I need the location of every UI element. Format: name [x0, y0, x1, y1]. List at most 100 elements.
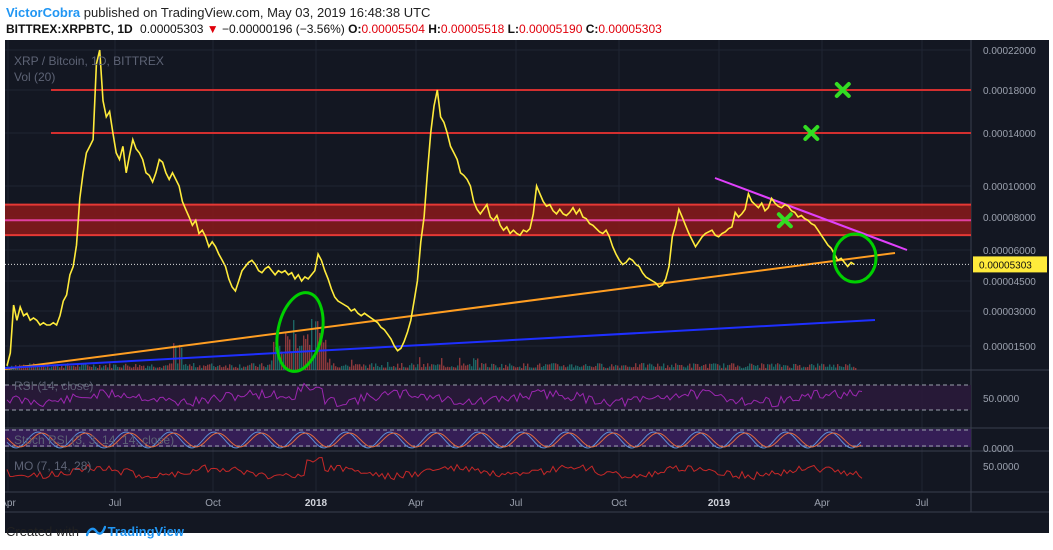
tradingview-brand-link[interactable]: TradingView [107, 524, 184, 539]
volume-bar [229, 364, 231, 370]
volume-bar [117, 366, 119, 370]
volume-bar [241, 367, 243, 370]
volume-bar [167, 365, 169, 370]
volume-bar [769, 364, 771, 370]
volume-bar [609, 366, 611, 370]
volume-bar [355, 364, 357, 370]
volume-bar [555, 363, 557, 370]
volume-bar [455, 367, 457, 370]
volume-bar [685, 367, 687, 370]
volume-bar [687, 365, 689, 370]
volume-bar [449, 367, 451, 370]
volume-bar [75, 366, 77, 370]
volume-bar [357, 364, 359, 370]
volume-bar [343, 365, 345, 370]
volume-bar [157, 367, 159, 370]
x-tick-label: 2018 [305, 498, 328, 509]
volume-bar [203, 365, 205, 370]
price-chart[interactable]: 0.00022000 0.00018000 0.00014000 0.00010000… [0, 40, 1049, 533]
volume-bar [109, 363, 111, 370]
volume-bar [391, 366, 393, 370]
volume-bar [221, 367, 223, 370]
volume-bar [99, 365, 101, 370]
volume-bar [571, 364, 573, 370]
volume-bar [801, 367, 803, 370]
volume-bar [819, 365, 821, 370]
chart-panel[interactable]: 0.00022000 0.00018000 0.00014000 0.00010000… [0, 40, 1049, 533]
volume-bar [139, 364, 141, 370]
volume-bar [451, 366, 453, 370]
volume-bar [95, 366, 97, 370]
volume-bar [585, 364, 587, 370]
volume-bar [541, 367, 543, 370]
volume-bar [781, 366, 783, 370]
volume-bar [843, 367, 845, 370]
volume-bar [331, 365, 333, 370]
volume-bar [315, 321, 317, 370]
volume-bar [353, 365, 355, 370]
volume-bar [457, 365, 459, 370]
chart-title: XRP / Bitcoin, 1D, BITTREX [14, 54, 164, 68]
volume-bar [165, 365, 167, 370]
volume-bar [629, 366, 631, 370]
volume-bar [701, 365, 703, 370]
volume-bar [105, 365, 107, 370]
rsi-band [5, 385, 971, 410]
volume-bar [649, 363, 651, 370]
volume-bar [259, 364, 261, 370]
volume-bar [103, 365, 105, 370]
volume-bar [783, 365, 785, 370]
volume-bar [479, 367, 481, 370]
volume-bar [413, 364, 415, 370]
volume-bar [553, 363, 555, 370]
volume-bar [735, 366, 737, 370]
volume-bar [567, 366, 569, 370]
volume-bar [147, 365, 149, 370]
open-value: 0.00005504 [361, 22, 425, 36]
volume-bar [757, 365, 759, 370]
volume-bar [565, 367, 567, 370]
symbol-label: BITTREX:XRPBTC, 1D [6, 22, 133, 36]
volume-bar [59, 367, 61, 370]
volume-bar [363, 364, 365, 370]
volume-bar [673, 367, 675, 370]
volume-bar [855, 367, 857, 370]
volume-bar [253, 363, 255, 370]
volume-bar [847, 365, 849, 370]
volume-bar [747, 366, 749, 370]
volume-bar [525, 365, 527, 370]
volume-bar [217, 365, 219, 370]
volume-bar [599, 363, 601, 370]
volume-bar [751, 363, 753, 370]
volume-bar [767, 364, 769, 370]
volume-bar [473, 358, 475, 370]
author-link[interactable]: VictorCobra [6, 5, 81, 20]
volume-bar [823, 364, 825, 370]
volume-bar [387, 361, 389, 370]
volume-bar [415, 367, 417, 370]
volume-bar [723, 363, 725, 370]
volume-bar [359, 364, 361, 370]
volume-bar [549, 364, 551, 370]
volume-bar [303, 335, 305, 370]
volume-bar [273, 341, 275, 370]
rsi-line [6, 382, 863, 408]
volume-bar [795, 363, 797, 370]
volume-bar [709, 363, 711, 370]
target-x-stroke [776, 212, 793, 229]
volume-bar [155, 367, 157, 370]
volume-bar [729, 364, 731, 370]
volume-bar [813, 365, 815, 370]
volume-bar [297, 348, 299, 370]
volume-bar [443, 365, 445, 370]
y-tick-label: 0.00010000 [983, 182, 1036, 193]
volume-bar [151, 364, 153, 370]
volume-bar [615, 364, 617, 370]
volume-bar [145, 367, 147, 370]
volume-bar [605, 367, 607, 370]
low-label: L: [507, 22, 519, 36]
volume-bar [755, 365, 757, 370]
volume-bar [321, 339, 323, 370]
volume-bar [647, 364, 649, 370]
volume-bar [423, 364, 425, 370]
